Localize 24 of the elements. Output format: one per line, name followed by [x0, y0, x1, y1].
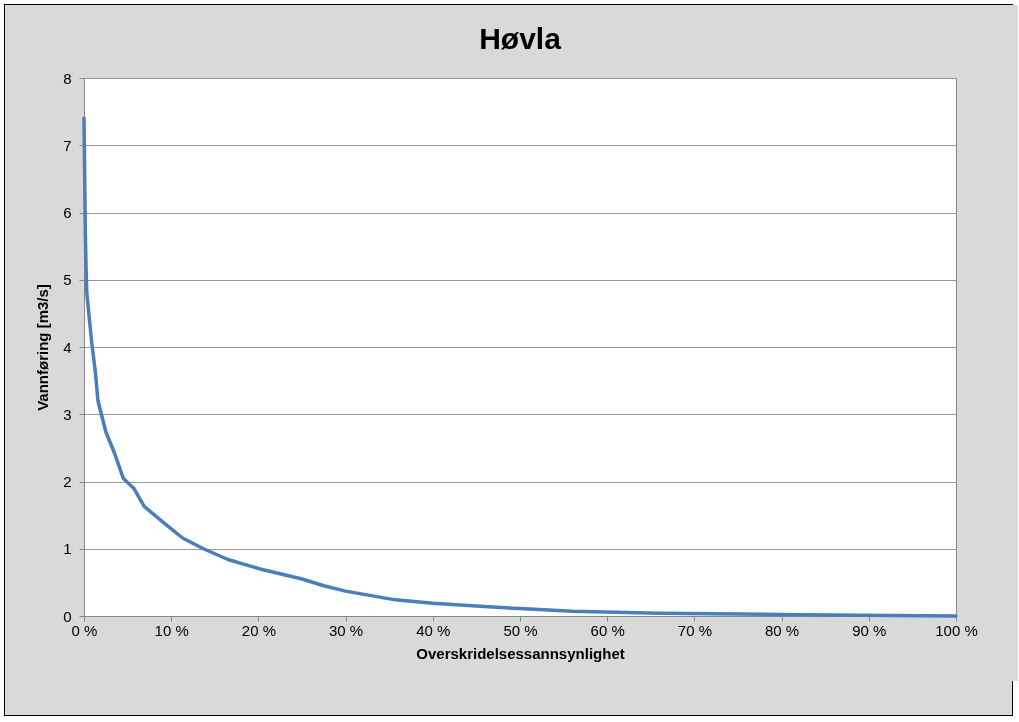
x-tick-label: 10 % [154, 621, 189, 639]
chart-title: Høvla [479, 22, 562, 55]
x-axis-title: Overskridelsessannsynlighet [416, 644, 625, 662]
x-tick-label: 100 % [935, 621, 978, 639]
y-tick-label: 5 [63, 271, 72, 289]
y-tick-label: 1 [63, 540, 72, 558]
y-tick-label: 4 [63, 338, 72, 356]
x-tick-label: 40 % [416, 621, 451, 639]
x-tick-label: 60 % [590, 621, 625, 639]
y-axis-title: Vannføring [m3/s] [34, 284, 52, 411]
x-tick-label: 70 % [677, 621, 712, 639]
x-tick-label: 30 % [329, 621, 364, 639]
y-tick-label: 8 [63, 69, 72, 87]
y-tick-label: 6 [63, 204, 72, 221]
x-tick-label: 90 % [852, 621, 887, 639]
y-tick-label: 3 [63, 405, 72, 423]
x-tick-label: 50 % [503, 621, 538, 639]
y-tick-label: 7 [63, 136, 72, 154]
x-tick-label: 0 % [71, 621, 98, 639]
x-tick-label: 80 % [765, 621, 800, 639]
y-tick-label: 0 [63, 607, 72, 625]
y-tick-label: 2 [63, 473, 72, 490]
line-series [82, 116, 958, 618]
x-tick-label: 20 % [241, 621, 276, 639]
